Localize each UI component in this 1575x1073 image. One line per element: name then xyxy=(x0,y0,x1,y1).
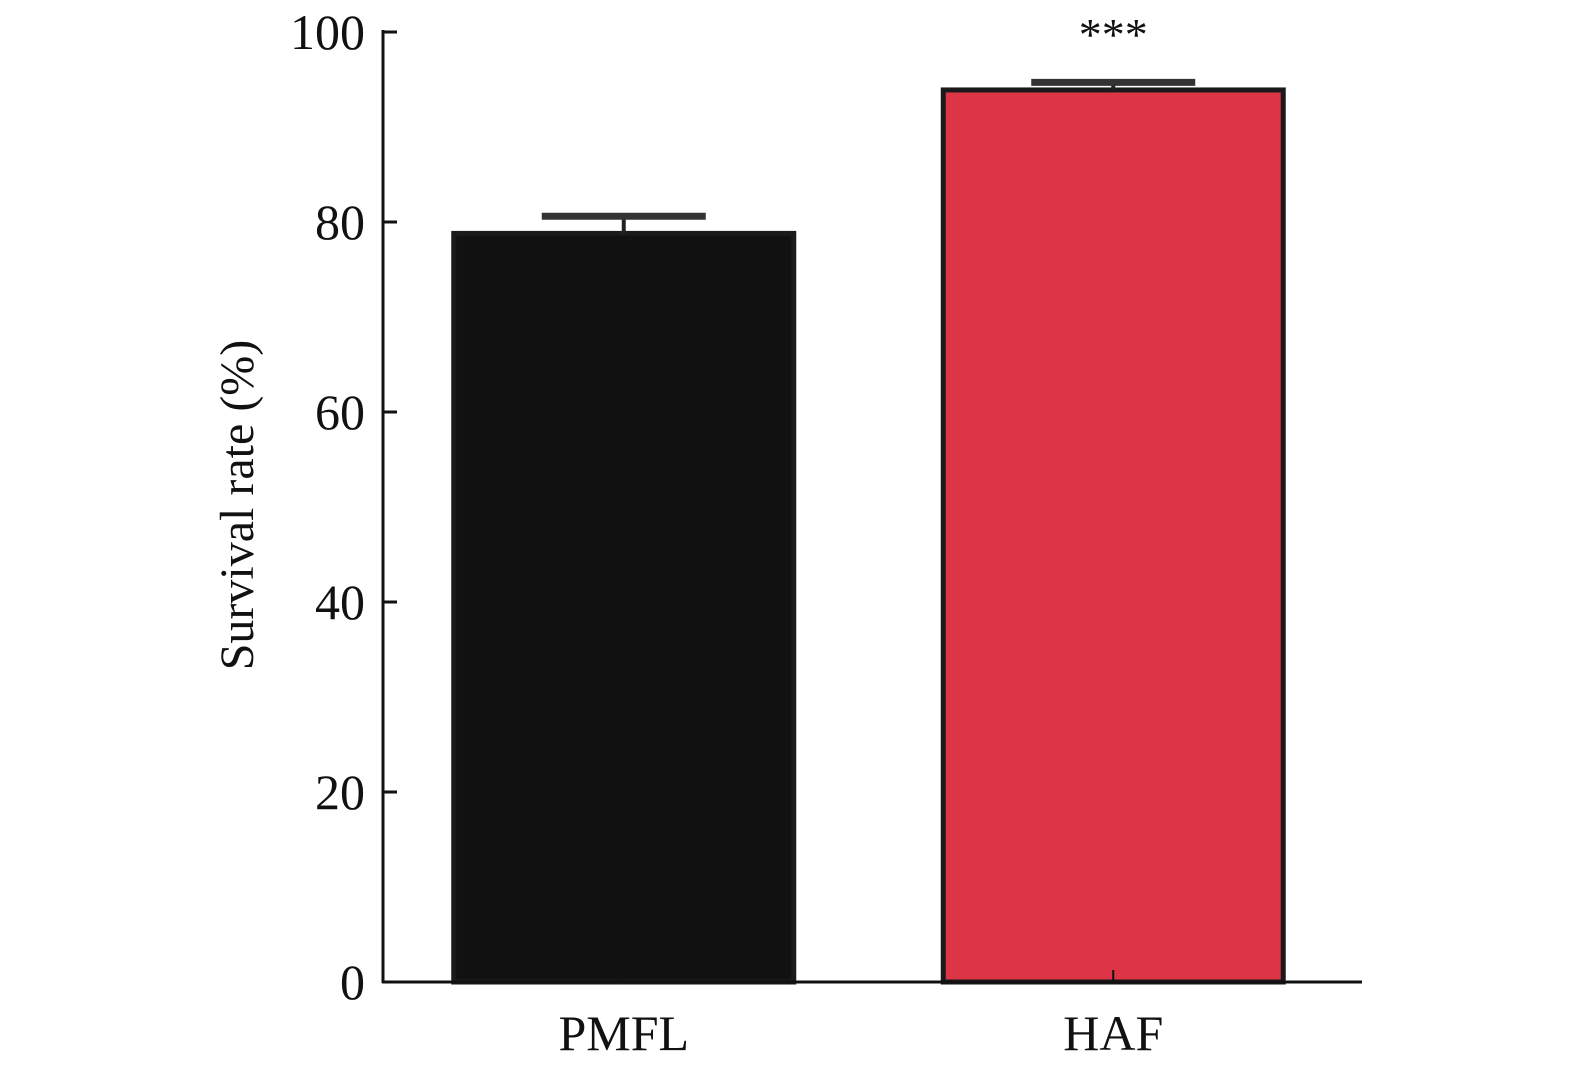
y-axis-title: Survival rate (%) xyxy=(211,340,264,671)
x-tick-label-pmfl: PMFL xyxy=(558,1005,689,1061)
significance-label: *** xyxy=(1079,9,1148,60)
bar-haf xyxy=(940,87,1286,985)
x-axis: PMFL HAF xyxy=(382,970,1362,1061)
x-tick-label-haf: HAF xyxy=(1063,1005,1163,1061)
y-tick-label: 40 xyxy=(315,574,365,630)
y-tick-label: 100 xyxy=(290,4,365,60)
y-tick-label: 60 xyxy=(315,384,365,440)
y-tick-label: 20 xyxy=(315,764,365,820)
bar-pmfl xyxy=(451,230,797,985)
y-tick-label: 80 xyxy=(315,194,365,250)
y-axis: 0 20 40 60 80 100 xyxy=(290,4,397,1010)
bars-group: *** xyxy=(451,9,1286,985)
y-tick-label: 0 xyxy=(340,954,365,1010)
